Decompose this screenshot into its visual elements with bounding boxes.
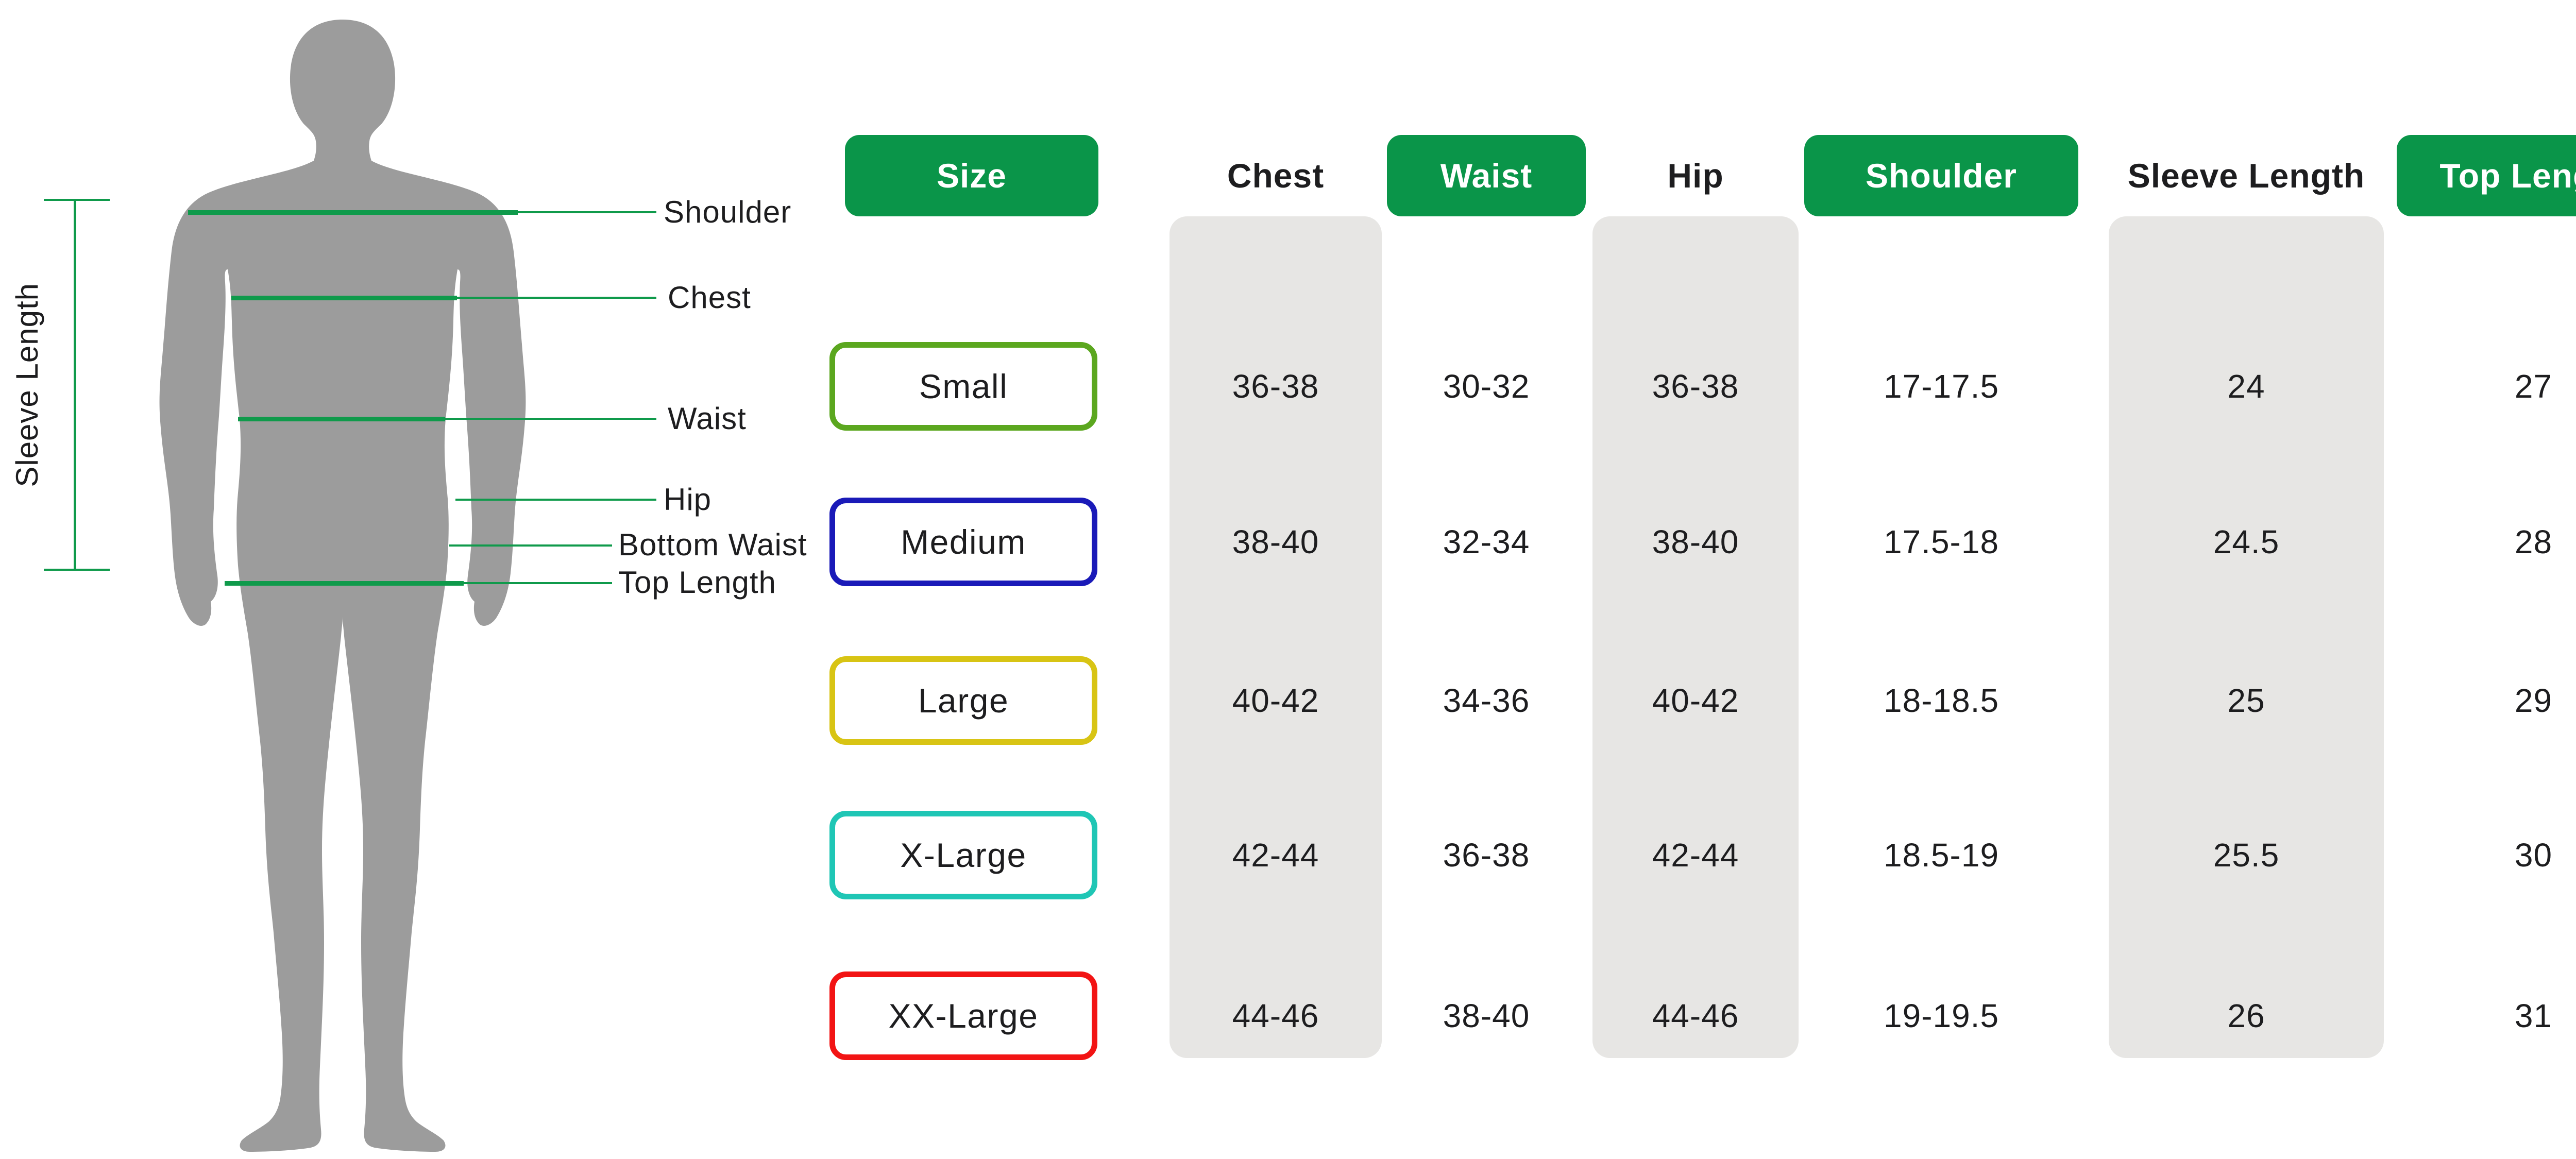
cell-waist-large: 34-36: [1443, 682, 1530, 719]
hip-header: Hip: [1592, 135, 1799, 216]
top-length-label: Top Length: [618, 565, 776, 600]
size-button-small: Small: [829, 342, 1097, 431]
chest-label: Chest: [668, 280, 751, 315]
size-button-medium: Medium: [829, 498, 1097, 586]
cell-waist-xx-large: 38-40: [1443, 997, 1530, 1034]
hip-line: [455, 499, 656, 501]
cell-hip-small: 36-38: [1652, 368, 1739, 405]
cell-top-length-xx-large: 31: [2514, 997, 2553, 1034]
cell-sleeve-length-small: 24: [2227, 368, 2265, 405]
size-button-x-large: X-Large: [829, 811, 1097, 899]
column-hip: Hip 36-38 38-40 40-42 42-44 44-46: [1592, 0, 1799, 1159]
cell-sleeve-length-xx-large: 26: [2227, 997, 2265, 1034]
cell-sleeve-length-large: 25: [2227, 682, 2265, 719]
column-shoulder: Shoulder 17-17.5 17.5-18 18-18.5 18.5-19…: [1804, 0, 2078, 1159]
cell-shoulder-xx-large: 19-19.5: [1883, 997, 1999, 1034]
cell-waist-x-large: 36-38: [1443, 837, 1530, 874]
cell-chest-large: 40-42: [1232, 682, 1319, 719]
waist-line-extension: [443, 418, 656, 420]
shoulder-line-extension: [515, 211, 656, 213]
cell-waist-medium: 32-34: [1443, 523, 1530, 560]
waist-label: Waist: [668, 401, 747, 436]
size-button-large: Large: [829, 656, 1097, 745]
cell-top-length-medium: 28: [2514, 523, 2553, 560]
chest-line: [231, 296, 457, 300]
size-button-xx-large: XX-Large: [829, 971, 1097, 1060]
column-waist: Waist 30-32 32-34 34-36 36-38 38-40: [1387, 0, 1586, 1159]
column-chest: Chest 36-38 38-40 40-42 42-44 44-46: [1170, 0, 1382, 1159]
cell-shoulder-large: 18-18.5: [1883, 682, 1999, 719]
top-length-line: [225, 581, 464, 586]
cell-sleeve-length-medium: 24.5: [2213, 523, 2280, 560]
waist-line: [238, 417, 445, 421]
cell-shoulder-medium: 17.5-18: [1883, 523, 1999, 560]
size-header: Size: [845, 135, 1098, 216]
sleeve-length-bottom-cap: [44, 569, 110, 571]
cell-chest-small: 36-38: [1232, 368, 1319, 405]
cell-waist-small: 30-32: [1443, 368, 1530, 405]
column-chest-stripe: [1170, 216, 1382, 1058]
cell-chest-x-large: 42-44: [1232, 837, 1319, 874]
top-length-line-extension: [462, 582, 612, 584]
sleeve-length-top-cap: [44, 199, 110, 201]
sleeve-length-label: Sleeve Length: [9, 282, 44, 487]
cell-top-length-x-large: 30: [2514, 837, 2553, 874]
cell-hip-large: 40-42: [1652, 682, 1739, 719]
chest-line-extension: [455, 297, 656, 299]
bottom-waist-label: Bottom Waist: [618, 527, 807, 562]
sleeve-length-line: [74, 199, 76, 571]
chest-header: Chest: [1170, 135, 1382, 216]
sleeve-length-header: Sleeve Length: [2109, 135, 2384, 216]
shoulder-header: Shoulder: [1804, 135, 2078, 216]
top-length-header: Top Length: [2397, 135, 2576, 216]
cell-shoulder-small: 17-17.5: [1883, 368, 1999, 405]
column-top-length: Top Length 27 28 29 30 31: [2397, 0, 2576, 1159]
cell-chest-xx-large: 44-46: [1232, 997, 1319, 1034]
bottom-waist-line: [449, 544, 612, 547]
shoulder-label: Shoulder: [664, 195, 792, 229]
cell-top-length-large: 29: [2514, 682, 2553, 719]
column-hip-stripe: [1592, 216, 1799, 1058]
cell-sleeve-length-x-large: 25.5: [2213, 837, 2280, 874]
cell-hip-xx-large: 44-46: [1652, 997, 1739, 1034]
column-sleeve-length-stripe: [2109, 216, 2384, 1058]
hip-label: Hip: [664, 482, 712, 517]
column-sleeve-length: Sleeve Length 24 24.5 25 25.5 26: [2109, 0, 2384, 1159]
cell-hip-medium: 38-40: [1652, 523, 1739, 560]
cell-chest-medium: 38-40: [1232, 523, 1319, 560]
cell-hip-x-large: 42-44: [1652, 837, 1739, 874]
cell-shoulder-x-large: 18.5-19: [1883, 837, 1999, 874]
cell-top-length-small: 27: [2514, 368, 2553, 405]
shoulder-line: [188, 210, 518, 215]
waist-header: Waist: [1387, 135, 1586, 216]
